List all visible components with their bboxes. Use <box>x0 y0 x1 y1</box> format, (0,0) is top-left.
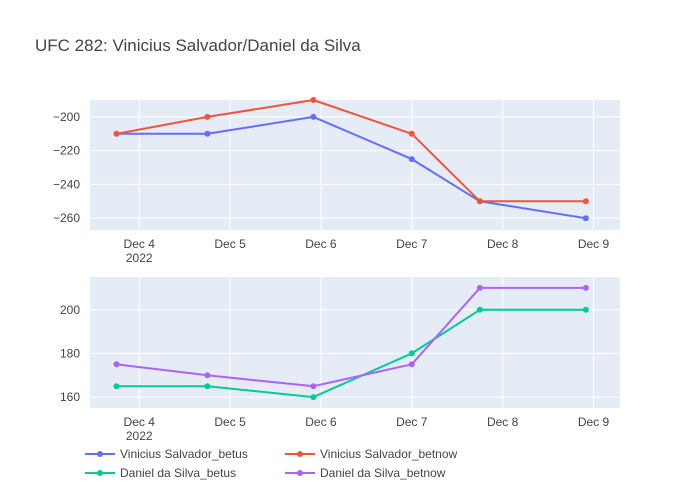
data-point <box>204 372 211 379</box>
legend-item: Daniel da Silva_betus <box>85 466 236 480</box>
data-point <box>310 383 317 390</box>
legend-item: Daniel da Silva_betnow <box>285 466 446 480</box>
data-point <box>408 156 415 163</box>
data-point <box>582 215 589 222</box>
x-tick-label: Dec 9 <box>578 237 610 251</box>
data-point <box>408 361 415 368</box>
chart-title: UFC 282: Vinicius Salvador/Daniel da Sil… <box>35 36 361 55</box>
y-tick-label: −260 <box>53 211 80 225</box>
legend: Vinicius Salvador_betus Vinicius Salvador… <box>85 447 458 480</box>
legend-item: Vinicius Salvador_betnow <box>285 447 458 461</box>
series-line <box>116 115 587 220</box>
x-tick-label: Dec 7 <box>396 237 428 251</box>
series-vinicius-salvador-betnow <box>113 97 589 205</box>
y-tick-label: 180 <box>60 346 80 360</box>
data-point <box>408 350 415 357</box>
data-point <box>204 383 211 390</box>
data-point <box>310 113 317 120</box>
data-point <box>476 198 483 205</box>
x-tick-label: Dec 4 <box>124 237 156 251</box>
data-point <box>582 284 589 291</box>
data-point <box>113 383 120 390</box>
x-tick-label: Dec 5 <box>214 237 246 251</box>
data-point <box>113 361 120 368</box>
x-tick-label: Dec 9 <box>578 415 610 429</box>
data-point <box>310 394 317 401</box>
legend-label: Daniel da Silva_betus <box>120 466 236 480</box>
data-point <box>582 198 589 205</box>
x-tick-label: Dec 6 <box>305 237 337 251</box>
data-point <box>113 130 120 137</box>
series-daniel-da-silva-betnow <box>113 284 589 390</box>
x-tick-label: Dec 6 <box>305 415 337 429</box>
x-tick-label: Dec 5 <box>214 415 246 429</box>
data-point <box>310 97 317 103</box>
y-tick-label: 200 <box>60 303 80 317</box>
y-tick-label: −220 <box>53 144 80 158</box>
legend-label: Daniel da Silva_betnow <box>320 466 446 480</box>
x-tick-label: Dec 4 <box>124 415 156 429</box>
x-tick-label: Dec 7 <box>396 415 428 429</box>
legend-label: Vinicius Salvador_betnow <box>320 447 458 461</box>
y-tick-label: −240 <box>53 177 80 191</box>
data-point <box>476 306 483 313</box>
data-point <box>408 130 415 137</box>
x-tick-label: Dec 8 <box>487 415 519 429</box>
plot-background <box>90 277 620 408</box>
legend-item: Vinicius Salvador_betus <box>85 447 248 461</box>
data-point <box>582 306 589 313</box>
legend-swatch-marker <box>97 470 103 476</box>
series-line <box>116 286 586 388</box>
x-tick-sublabel: 2022 <box>126 251 153 265</box>
x-tick-label: Dec 8 <box>487 237 519 251</box>
legend-swatch-marker <box>297 470 303 476</box>
data-point <box>204 130 211 137</box>
legend-label: Vinicius Salvador_betus <box>120 447 248 461</box>
x-tick-sublabel: 2022 <box>126 429 153 443</box>
legend-swatch-marker <box>297 451 303 457</box>
data-point <box>476 284 483 291</box>
y-tick-label: −200 <box>53 110 80 124</box>
legend-swatch-marker <box>97 451 103 457</box>
data-point <box>204 113 211 120</box>
y-tick-label: 160 <box>60 390 80 404</box>
series-line <box>116 99 586 203</box>
